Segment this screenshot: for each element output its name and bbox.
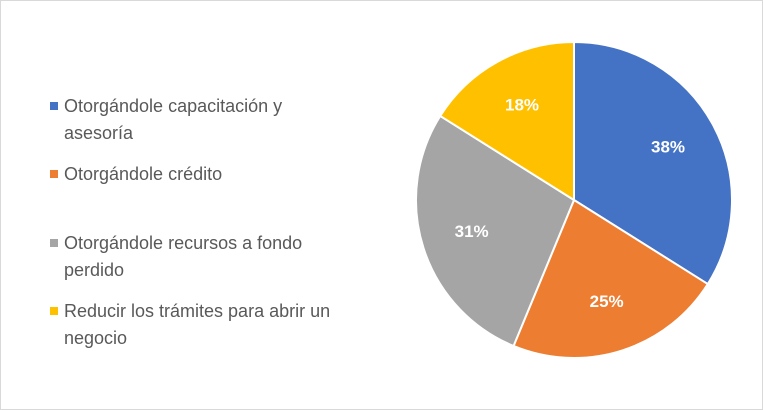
legend-item: Otorgándole crédito xyxy=(50,161,340,188)
pie-slice xyxy=(512,198,710,359)
pie-slice xyxy=(573,40,733,286)
legend-item: Otorgándole capacitación y asesoría xyxy=(50,93,340,147)
legend-swatch xyxy=(50,307,58,315)
data-label: 38% xyxy=(651,138,685,157)
legend-swatch xyxy=(50,102,58,110)
legend-label: Reducir los trámites para abrir un negoc… xyxy=(64,301,331,348)
data-label: 18% xyxy=(505,95,539,114)
data-label: 31% xyxy=(455,222,489,241)
legend-item: Otorgándole recursos a fondo perdido xyxy=(50,230,340,284)
legend-item: Reducir los trámites para abrir un negoc… xyxy=(50,298,340,352)
legend-swatch xyxy=(50,239,58,247)
legend-label: Otorgándole capacitación y asesoría xyxy=(64,96,283,143)
legend-swatch xyxy=(50,170,58,178)
legend-label: Otorgándole crédito xyxy=(64,164,223,184)
pie-slice xyxy=(438,40,575,202)
legend-label: Otorgándole recursos a fondo perdido xyxy=(64,233,303,280)
legend: Otorgándole capacitación y asesoría Otorg… xyxy=(50,0,350,410)
pie-slice xyxy=(415,114,576,348)
data-label: 25% xyxy=(590,292,624,311)
